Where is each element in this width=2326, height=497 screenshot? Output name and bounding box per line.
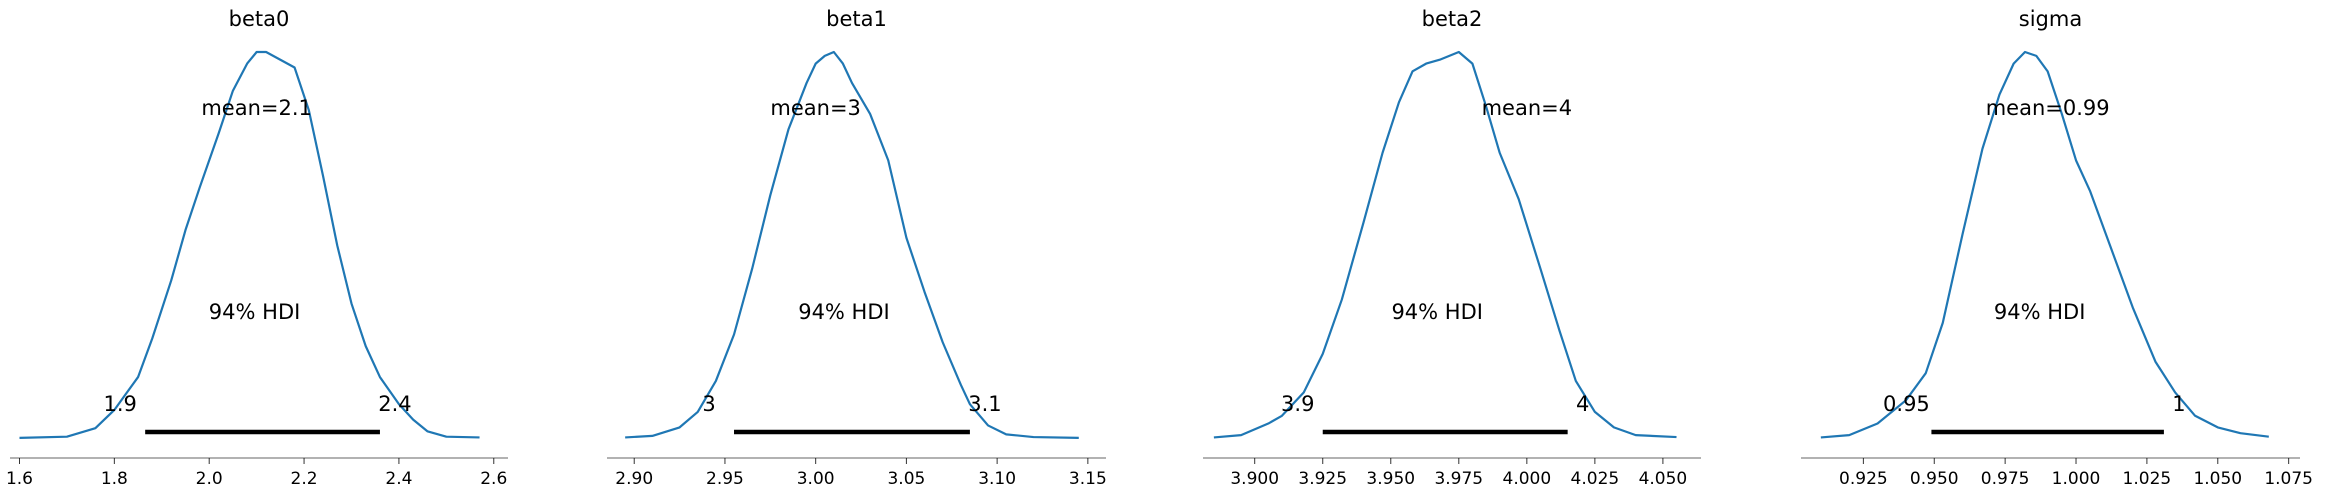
mean-label: mean=0.99 xyxy=(1986,96,2110,120)
x-tick-label: 4.000 xyxy=(1503,469,1552,489)
x-tick-label: 2.6 xyxy=(480,469,507,489)
hdi-lower-label: 3.9 xyxy=(1281,392,1314,416)
x-tick-label: 2.0 xyxy=(196,469,223,489)
panel-title: beta0 xyxy=(229,7,290,31)
x-tick-label: 4.025 xyxy=(1571,469,1620,489)
hdi-label: 94% HDI xyxy=(209,300,301,324)
x-tick-label: 0.950 xyxy=(1910,469,1959,489)
x-tick-label: 0.975 xyxy=(1981,469,2030,489)
panel-title: beta2 xyxy=(1422,7,1483,31)
x-tick-label: 2.2 xyxy=(291,469,318,489)
x-tick-label: 1.075 xyxy=(2264,469,2313,489)
x-tick-label: 3.10 xyxy=(978,469,1016,489)
hdi-lower-label: 3 xyxy=(702,392,715,416)
x-tick-label: 3.900 xyxy=(1230,469,1279,489)
x-tick-label: 3.950 xyxy=(1366,469,1415,489)
panel-beta2: beta2 mean=4 94% HDI 3.9 4 3.900 3.925 3.950 3.9… xyxy=(1203,7,1701,489)
x-tick-label: 0.925 xyxy=(1839,469,1888,489)
hdi-label: 94% HDI xyxy=(1994,300,2086,324)
x-tick-label: 3.00 xyxy=(797,469,835,489)
density-curve xyxy=(1213,50,1677,439)
mean-label: mean=2.1 xyxy=(201,96,312,120)
hdi-upper-label: 2.4 xyxy=(378,392,411,416)
x-tick-label: 1.000 xyxy=(2052,469,2101,489)
panel-title: beta1 xyxy=(826,7,887,31)
hdi-label: 94% HDI xyxy=(798,300,890,324)
x-tick-label: 3.975 xyxy=(1434,469,1483,489)
hdi-lower-label: 1.9 xyxy=(103,392,136,416)
hdi-upper-label: 1 xyxy=(2172,392,2185,416)
x-tick-label: 1.050 xyxy=(2193,469,2242,489)
density-curve xyxy=(625,50,1079,439)
x-tick-label: 2.4 xyxy=(385,469,412,489)
x-tick-label: 3.925 xyxy=(1298,469,1347,489)
panel-beta1: beta1 mean=3 94% HDI 3 3.1 2.90 2.95 3.00 3.05 3.… xyxy=(607,7,1107,489)
panel-beta0: beta0 mean=2.1 94% HDI 1.9 2.4 1.6 1.8 2.0 2.2 2.… xyxy=(6,7,508,489)
x-tick-label: 1.025 xyxy=(2123,469,2172,489)
x-tick-label: 3.15 xyxy=(1069,469,1107,489)
density-curve xyxy=(19,50,480,439)
hdi-upper-label: 3.1 xyxy=(968,392,1001,416)
x-tick-label: 2.95 xyxy=(706,469,744,489)
hdi-lower-label: 0.95 xyxy=(1883,392,1930,416)
hdi-label: 94% HDI xyxy=(1391,300,1483,324)
x-tick-label: 2.90 xyxy=(615,469,653,489)
mean-label: mean=4 xyxy=(1482,96,1573,120)
panel-title: sigma xyxy=(2019,7,2082,31)
mean-label: mean=3 xyxy=(770,96,861,120)
hdi-upper-label: 4 xyxy=(1576,392,1589,416)
panel-sigma: sigma mean=0.99 94% HDI 0.95 1 0.925 0.950 0.97… xyxy=(1801,7,2313,489)
x-tick-label: 1.6 xyxy=(6,469,33,489)
x-tick-label: 1.8 xyxy=(101,469,128,489)
x-tick-label: 3.05 xyxy=(887,469,925,489)
density-curve xyxy=(1820,50,2269,439)
x-tick-label: 4.050 xyxy=(1639,469,1688,489)
